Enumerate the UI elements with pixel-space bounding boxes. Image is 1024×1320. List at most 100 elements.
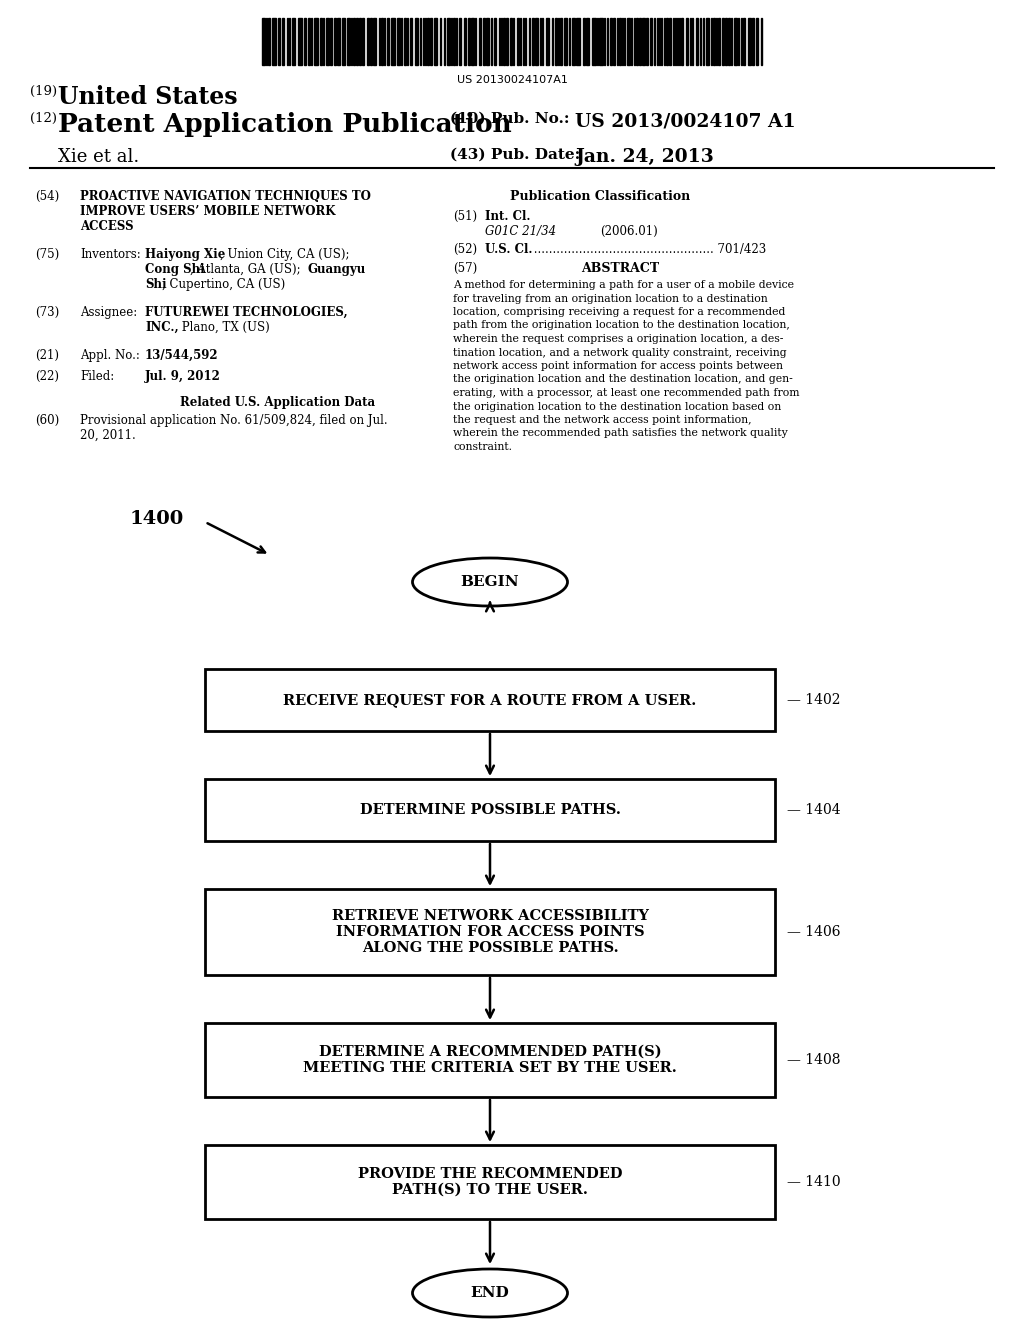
Bar (642, 18, 645, 65)
Bar (546, 18, 549, 65)
Text: the origination location to the destination location based on: the origination location to the destinat… (453, 401, 781, 412)
Bar (728, 18, 730, 65)
Bar (205, 888, 775, 975)
Text: ................................................ 701/423: ........................................… (530, 243, 766, 256)
Text: (21): (21) (35, 348, 59, 362)
Text: (51): (51) (453, 210, 477, 223)
Bar (564, 18, 567, 65)
Bar (464, 18, 466, 65)
Bar (686, 18, 688, 65)
Bar (734, 18, 737, 65)
Text: Haiyong Xie: Haiyong Xie (145, 248, 225, 261)
Text: wherein the recommended path satisfies the network quality: wherein the recommended path satisfies t… (453, 429, 787, 438)
Text: IMPROVE USERS’ MOBILE NETWORK: IMPROVE USERS’ MOBILE NETWORK (80, 205, 336, 218)
Text: Shi: Shi (145, 279, 167, 290)
Text: ACCESS: ACCESS (80, 220, 133, 234)
Bar (636, 18, 638, 65)
Bar (599, 18, 603, 65)
Bar (272, 18, 276, 65)
Bar (370, 18, 372, 65)
Bar (517, 18, 519, 65)
Text: US 2013/0024107 A1: US 2013/0024107 A1 (575, 112, 796, 129)
Bar (434, 18, 437, 65)
Bar (347, 18, 350, 65)
Text: Jan. 24, 2013: Jan. 24, 2013 (575, 148, 714, 166)
Bar (292, 18, 295, 65)
Ellipse shape (413, 1269, 567, 1317)
Bar (532, 18, 534, 65)
Text: DETERMINE A RECOMMENDED PATH(S): DETERMINE A RECOMMENDED PATH(S) (318, 1045, 662, 1059)
Text: G01C 21/34: G01C 21/34 (485, 224, 556, 238)
Text: the origination location and the destination location, and gen-: the origination location and the destina… (453, 375, 793, 384)
Text: Related U.S. Application Data: Related U.S. Application Data (180, 396, 375, 409)
Text: ALONG THE POSSIBLE PATHS.: ALONG THE POSSIBLE PATHS. (361, 941, 618, 954)
Bar (592, 18, 596, 65)
Bar (381, 18, 383, 65)
Bar (278, 18, 280, 65)
Text: — 1406: — 1406 (787, 925, 841, 939)
Bar (387, 18, 389, 65)
Bar (725, 18, 727, 65)
Text: 1400: 1400 (130, 510, 184, 528)
Bar (535, 18, 538, 65)
Text: INFORMATION FOR ACCESS POINTS: INFORMATION FOR ACCESS POINTS (336, 925, 644, 939)
Text: — 1408: — 1408 (787, 1053, 841, 1067)
Text: (60): (60) (35, 414, 59, 426)
Bar (453, 18, 455, 65)
Bar (326, 18, 329, 65)
Text: RECEIVE REQUEST FOR A ROUTE FROM A USER.: RECEIVE REQUEST FOR A ROUTE FROM A USER. (284, 693, 696, 708)
Bar (555, 18, 557, 65)
Text: United States: United States (58, 84, 238, 110)
Bar (706, 18, 709, 65)
Text: Plano, TX (US): Plano, TX (US) (178, 321, 269, 334)
Text: — 1410: — 1410 (787, 1175, 841, 1189)
Text: erating, with a processor, at least one recommended path from: erating, with a processor, at least one … (453, 388, 800, 399)
Text: Int. Cl.: Int. Cl. (485, 210, 530, 223)
Bar (205, 1023, 775, 1097)
Text: Appl. No.:: Appl. No.: (80, 348, 140, 362)
Bar (427, 18, 429, 65)
Text: (52): (52) (453, 243, 477, 256)
Bar (748, 18, 751, 65)
Bar (430, 18, 432, 65)
Bar (353, 18, 355, 65)
Bar (359, 18, 361, 65)
Text: Assignee:: Assignee: (80, 306, 137, 319)
Text: (2006.01): (2006.01) (600, 224, 657, 238)
Text: (57): (57) (453, 261, 477, 275)
Bar (373, 18, 376, 65)
Bar (397, 18, 400, 65)
Text: PATH(S) TO THE USER.: PATH(S) TO THE USER. (392, 1183, 588, 1197)
Bar (459, 18, 461, 65)
Text: Provisional application No. 61/509,824, filed on Jul.: Provisional application No. 61/509,824, … (80, 414, 388, 426)
Bar (205, 669, 775, 731)
Text: PROACTIVE NAVIGATION TECHNIQUES TO: PROACTIVE NAVIGATION TECHNIQUES TO (80, 190, 371, 203)
Bar (391, 18, 395, 65)
Text: constraint.: constraint. (453, 442, 512, 451)
Bar (268, 18, 270, 65)
Bar (334, 18, 336, 65)
Text: (19): (19) (30, 84, 57, 98)
Text: Inventors:: Inventors: (80, 248, 140, 261)
Bar (342, 18, 345, 65)
Text: Guangyu: Guangyu (308, 263, 367, 276)
Text: END: END (471, 1286, 509, 1300)
Text: (22): (22) (35, 370, 59, 383)
Bar (713, 18, 715, 65)
Bar (447, 18, 450, 65)
Bar (696, 18, 698, 65)
Text: Patent Application Publication: Patent Application Publication (58, 112, 512, 137)
Text: US 20130024107A1: US 20130024107A1 (457, 75, 567, 84)
Text: Xie et al.: Xie et al. (58, 148, 139, 166)
Text: MEETING THE CRITERIA SET BY THE USER.: MEETING THE CRITERIA SET BY THE USER. (303, 1061, 677, 1074)
Bar (560, 18, 562, 65)
Text: (73): (73) (35, 306, 59, 319)
Text: FUTUREWEI TECHNOLOGIES,: FUTUREWEI TECHNOLOGIES, (145, 306, 347, 319)
Text: for traveling from an origination location to a destination: for traveling from an origination locati… (453, 293, 768, 304)
Bar (262, 18, 265, 65)
Text: (54): (54) (35, 190, 59, 203)
Bar (367, 18, 369, 65)
Text: wherein the request comprises a origination location, a des-: wherein the request comprises a originat… (453, 334, 783, 345)
Bar (681, 18, 683, 65)
Bar (471, 18, 474, 65)
